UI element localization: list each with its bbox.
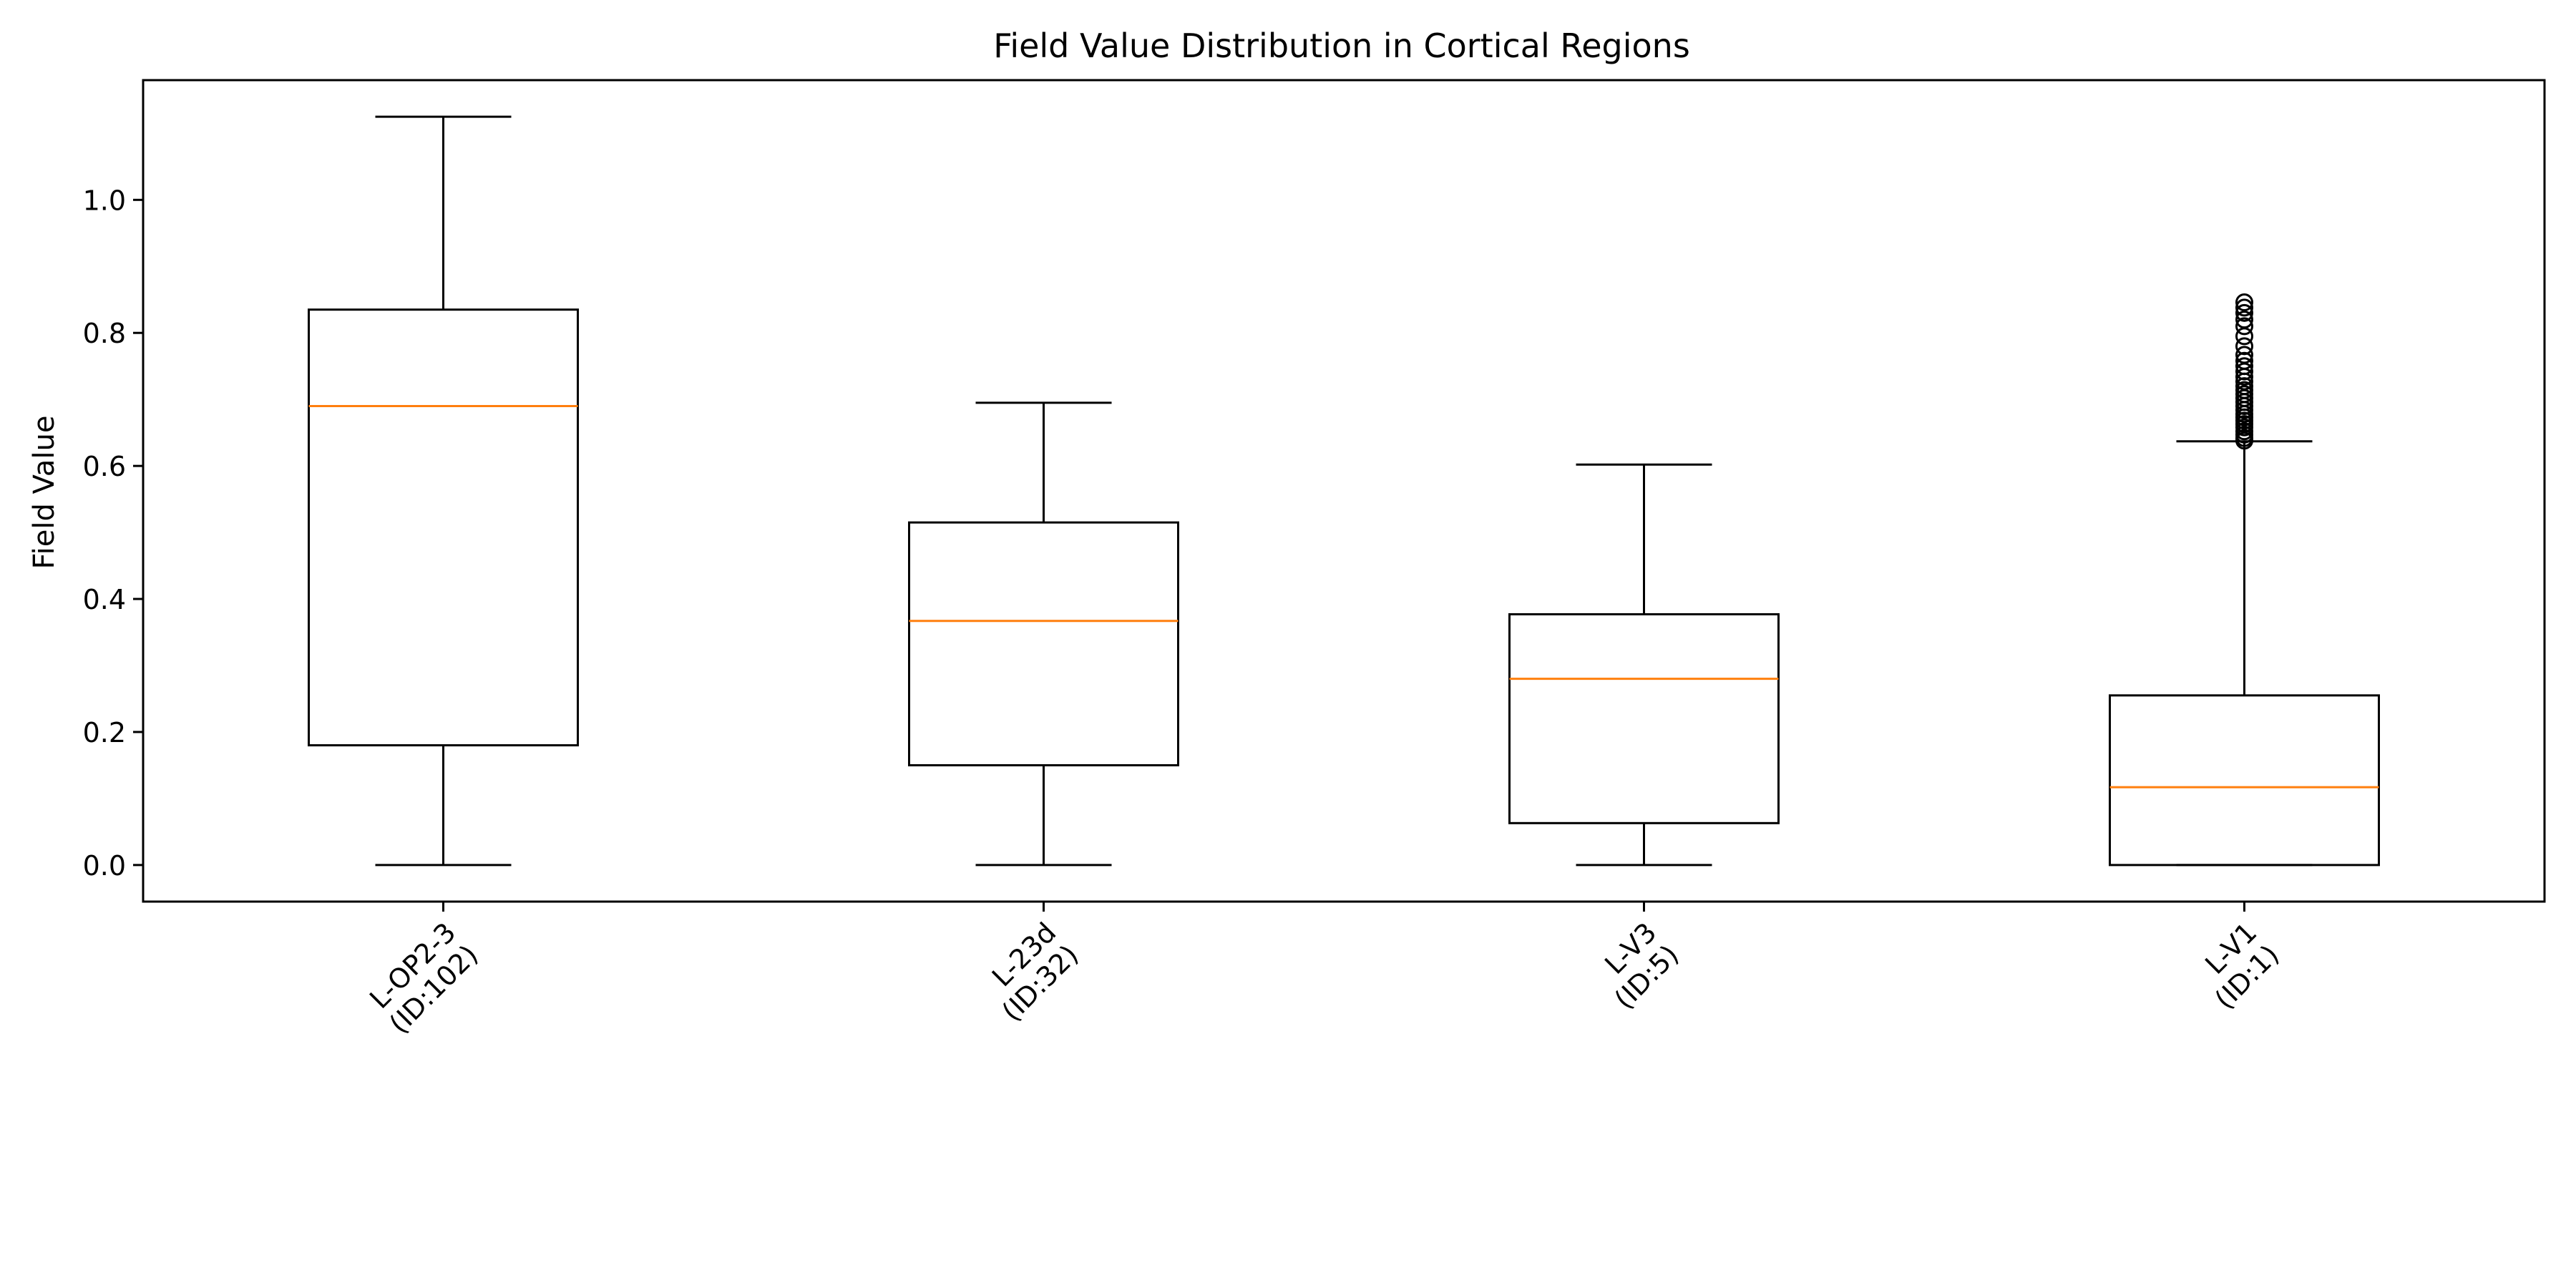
outlier-point xyxy=(2235,311,2253,329)
iqr-box xyxy=(2109,694,2380,867)
iqr-box xyxy=(908,521,1179,766)
chart-title: Field Value Distribution in Cortical Reg… xyxy=(993,26,1690,65)
outlier-point xyxy=(2235,377,2253,396)
iqr-box xyxy=(308,308,579,747)
outlier-point xyxy=(2235,293,2253,311)
y-tick-label: 1.0 xyxy=(83,185,126,216)
y-tick-label: 0.2 xyxy=(83,717,126,748)
outlier-point xyxy=(2235,298,2253,317)
y-tick-label: 0.6 xyxy=(83,451,126,482)
y-tick-label: 0.4 xyxy=(83,584,126,615)
outlier-point xyxy=(2235,346,2253,364)
outlier-point xyxy=(2235,303,2253,322)
outlier-point xyxy=(2235,337,2253,356)
iqr-box xyxy=(1508,613,1780,824)
y-axis-label: Field Value xyxy=(28,416,61,570)
outlier-point xyxy=(2235,357,2253,376)
outlier-point xyxy=(2235,351,2253,370)
outlier-point xyxy=(2235,317,2253,336)
y-tick-label: 0.8 xyxy=(83,318,126,349)
plot-frame xyxy=(142,79,2546,903)
y-tick-label: 0.0 xyxy=(83,850,126,882)
